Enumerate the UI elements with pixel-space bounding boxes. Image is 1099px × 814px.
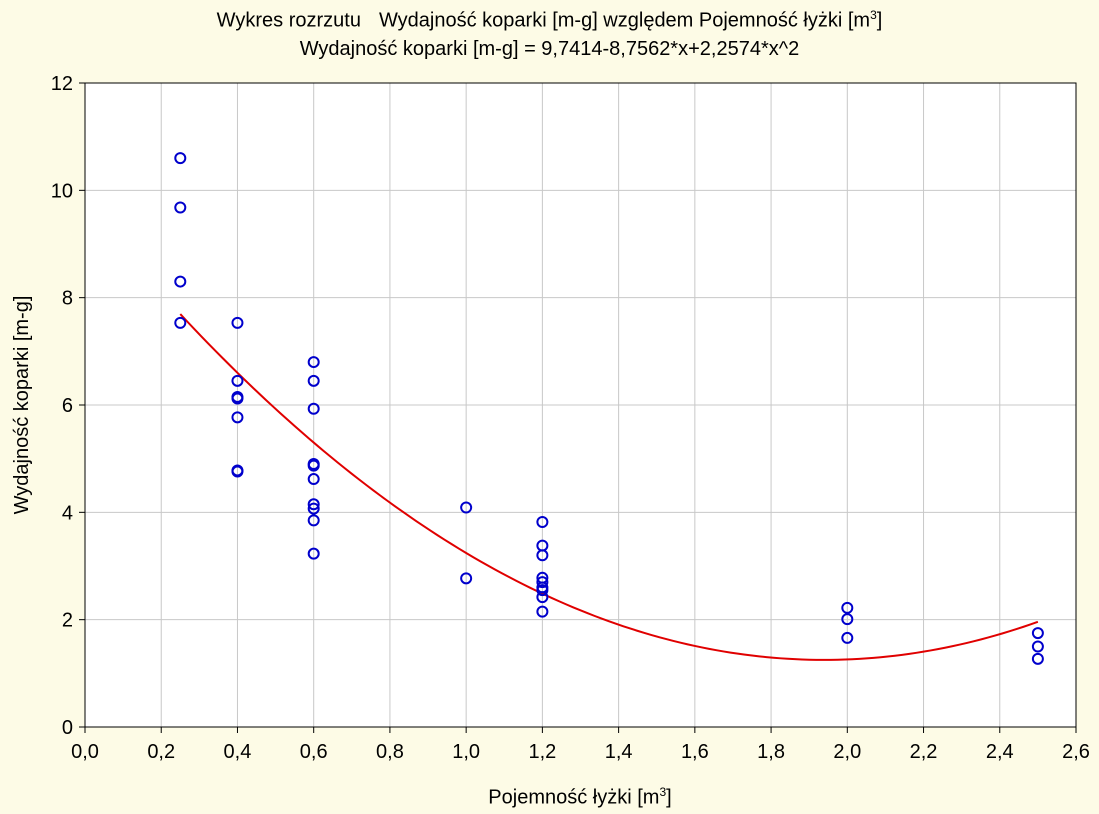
data-point [536, 605, 549, 618]
x-tick-label: 0,2 [147, 741, 175, 763]
x-tick-label: 2,0 [833, 741, 861, 763]
y-tick-label: 4 [62, 502, 73, 524]
data-point [231, 374, 244, 387]
data-point [231, 465, 244, 478]
fit-curve [179, 313, 1039, 661]
data-point [307, 502, 320, 515]
x-tick-label: 2,4 [986, 741, 1014, 763]
x-tick-label: 1,0 [452, 741, 480, 763]
chart-title-superscript: 3 [870, 8, 877, 22]
data-point [536, 549, 549, 562]
data-point [174, 316, 187, 329]
data-point [536, 584, 549, 597]
y-tick-label: 0 [62, 717, 73, 739]
y-tick-label: 8 [62, 288, 73, 310]
data-point [1031, 640, 1044, 653]
data-point [460, 501, 473, 514]
x-tick-label: 0,4 [224, 741, 252, 763]
grid-lines [85, 83, 1076, 727]
x-tick-label: 1,4 [605, 741, 633, 763]
x-axis-title-superscript: 3 [659, 785, 667, 799]
x-axis-title: Pojemność łyżki [m3] [0, 785, 1099, 810]
data-point [536, 591, 549, 604]
chart-title-main: Wydajność koparki [m-g] względem Pojemno… [378, 9, 871, 32]
x-tick-label: 0,6 [300, 741, 328, 763]
y-tick-label: 2 [62, 610, 73, 632]
y-axis-title: Wydajność koparki [m-g] [11, 296, 33, 515]
x-tick-label: 1,8 [757, 741, 785, 763]
data-point [460, 572, 473, 585]
data-point [841, 613, 854, 626]
data-point [307, 374, 320, 387]
x-tick-label: 1,6 [681, 741, 709, 763]
data-point [307, 402, 320, 415]
data-point [174, 275, 187, 288]
chart-subtitle: Wydajność koparki [m-g] = 9,7414-8,7562*… [299, 38, 800, 60]
data-point [841, 631, 854, 644]
data-point [841, 601, 854, 614]
y-axis-ticks: 0 2 4 6 8 10 12 [51, 73, 85, 739]
data-point [231, 392, 244, 405]
data-point [307, 356, 320, 369]
data-point [307, 547, 320, 560]
data-point [174, 152, 187, 165]
x-tick-label: 0,8 [376, 741, 404, 763]
y-tick-label: 10 [51, 180, 73, 202]
data-point [1031, 627, 1044, 640]
data-point [1031, 652, 1044, 665]
x-axis-title-text: Pojemność łyżki [m [488, 786, 660, 809]
data-points [174, 152, 1044, 665]
data-point [536, 515, 549, 528]
data-point [307, 473, 320, 486]
chart-title-close: ] [876, 9, 883, 32]
y-tick-label: 12 [51, 73, 73, 95]
x-tick-label: 2,6 [1062, 741, 1090, 763]
data-point [307, 498, 320, 511]
data-point [307, 459, 320, 472]
chart-title-prefix: Wykres rozrzutu [216, 9, 361, 32]
x-tick-label: 0,0 [71, 741, 99, 763]
x-axis-title-close: ] [666, 786, 672, 809]
x-tick-label: 2,2 [910, 741, 938, 763]
fit-curve-layer [179, 313, 1039, 661]
x-axis-ticks: 0,0 0,2 0,4 0,6 0,8 1,0 1,2 1,4 1,6 1,8 2,0 2,2 2,4 2… [71, 727, 1090, 763]
chart-title: Wykres rozrzutu Wydajność koparki [m-g] w… [0, 8, 1099, 33]
data-point [174, 201, 187, 214]
data-point [231, 411, 244, 424]
data-point [536, 576, 549, 589]
x-tick-label: 1,2 [528, 741, 556, 763]
data-point [307, 514, 320, 527]
data-point [231, 316, 244, 329]
y-tick-label: 6 [62, 395, 73, 417]
